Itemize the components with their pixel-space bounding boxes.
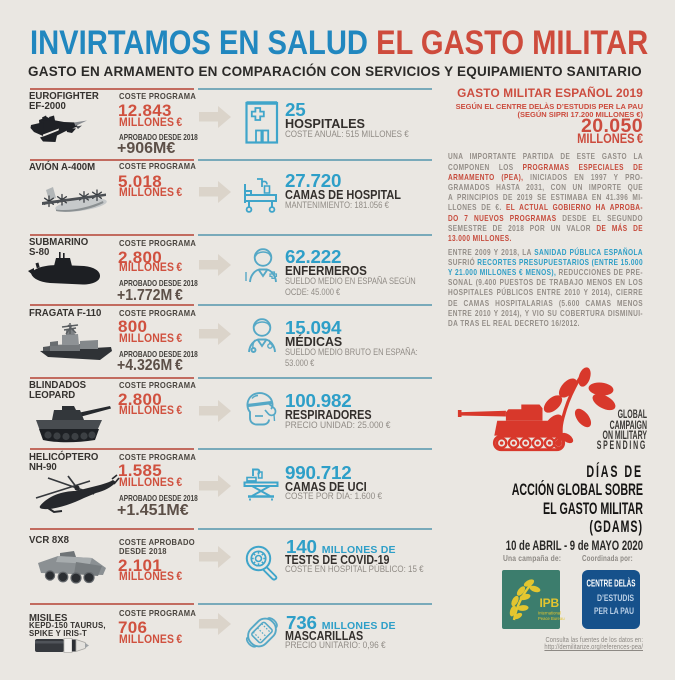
svg-text:PER LA PAU: PER LA PAU (594, 606, 634, 616)
svg-text:International: International (538, 611, 561, 616)
svg-text:CENTRE DELÀS: CENTRE DELÀS (587, 578, 636, 590)
svg-text:D’ESTUDIS: D’ESTUDIS (597, 593, 634, 603)
svg-text:IPB: IPB (540, 596, 560, 610)
svg-text:Peace Bureau: Peace Bureau (538, 616, 565, 621)
